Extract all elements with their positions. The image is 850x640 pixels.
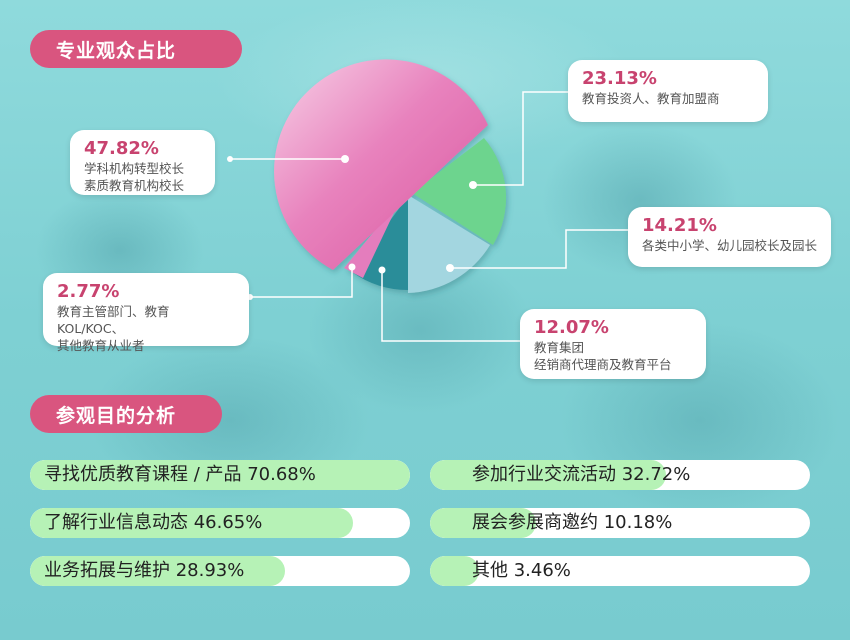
purpose-bar-courses: 寻找优质教育课程 / 产品 70.68% (30, 460, 410, 490)
bar-fill (30, 460, 410, 490)
bar-label: 寻找优质教育课程 / 产品 70.68% (44, 464, 316, 485)
callout-percent: 47.82% (84, 138, 159, 159)
bar-label: 展会参展商邀约 10.18% (472, 512, 673, 533)
bar-fill (30, 508, 353, 538)
bar-fill (430, 508, 537, 538)
purpose-bar-business: 业务拓展与维护 28.93% (30, 556, 410, 586)
callout-desc-line2: 其他教育从业者 (57, 338, 145, 353)
pie-slice-edu-institutions (274, 59, 488, 270)
callout-desc-line1: 教育主管部门、教育KOL/KOC、 (57, 304, 170, 336)
bar-label: 了解行业信息动态 46.65% (44, 512, 263, 533)
bar-fill (30, 556, 285, 586)
purpose-bar-events: 参加行业交流活动 32.72% (430, 460, 810, 490)
callout-percent: 23.13% (582, 68, 657, 89)
bar-fill (430, 460, 666, 490)
callout-schools: 14.21% 各类中小学、幼儿园校长及园长 (628, 207, 831, 267)
callout-desc-line1: 教育集团 (534, 340, 585, 355)
callout-edu-group: 12.07% 教育集团 经销商代理商及教育平台 (520, 309, 706, 379)
callout-percent: 12.07% (534, 317, 609, 338)
audience-share-title: 专业观众占比 (30, 30, 242, 68)
callout-desc-line2: 经销商代理商及教育平台 (534, 357, 672, 372)
callout-percent: 2.77% (57, 281, 120, 302)
callout-edu-institutions: 47.82% 学科机构转型校长 素质教育机构校长 (70, 130, 215, 195)
callout-desc-line1: 各类中小学、幼儿园校长及园长 (642, 238, 818, 253)
purpose-bar-other: 其他 3.46% (430, 556, 810, 586)
visit-purpose-title: 参观目的分析 (30, 395, 222, 433)
purpose-bar-exhibitor-invite: 展会参展商邀约 10.18% (430, 508, 810, 538)
callout-percent: 14.21% (642, 215, 717, 236)
callout-desc-line1: 学科机构转型校长 (84, 161, 185, 176)
bar-label: 参加行业交流活动 32.72% (472, 464, 691, 485)
pie-slice-investors (412, 138, 507, 245)
bar-label: 业务拓展与维护 28.93% (44, 560, 245, 581)
callout-gov-kol: 2.77% 教育主管部门、教育KOL/KOC、 其他教育从业者 (43, 273, 249, 353)
bar-fill (430, 556, 480, 586)
callout-investors: 23.13% 教育投资人、教育加盟商 (568, 60, 768, 122)
purpose-bar-industry-info: 了解行业信息动态 46.65% (30, 508, 410, 538)
bar-label: 其他 3.46% (472, 560, 571, 581)
callout-desc-line1: 教育投资人、教育加盟商 (582, 91, 720, 106)
callout-desc-line2: 素质教育机构校长 (84, 178, 185, 193)
